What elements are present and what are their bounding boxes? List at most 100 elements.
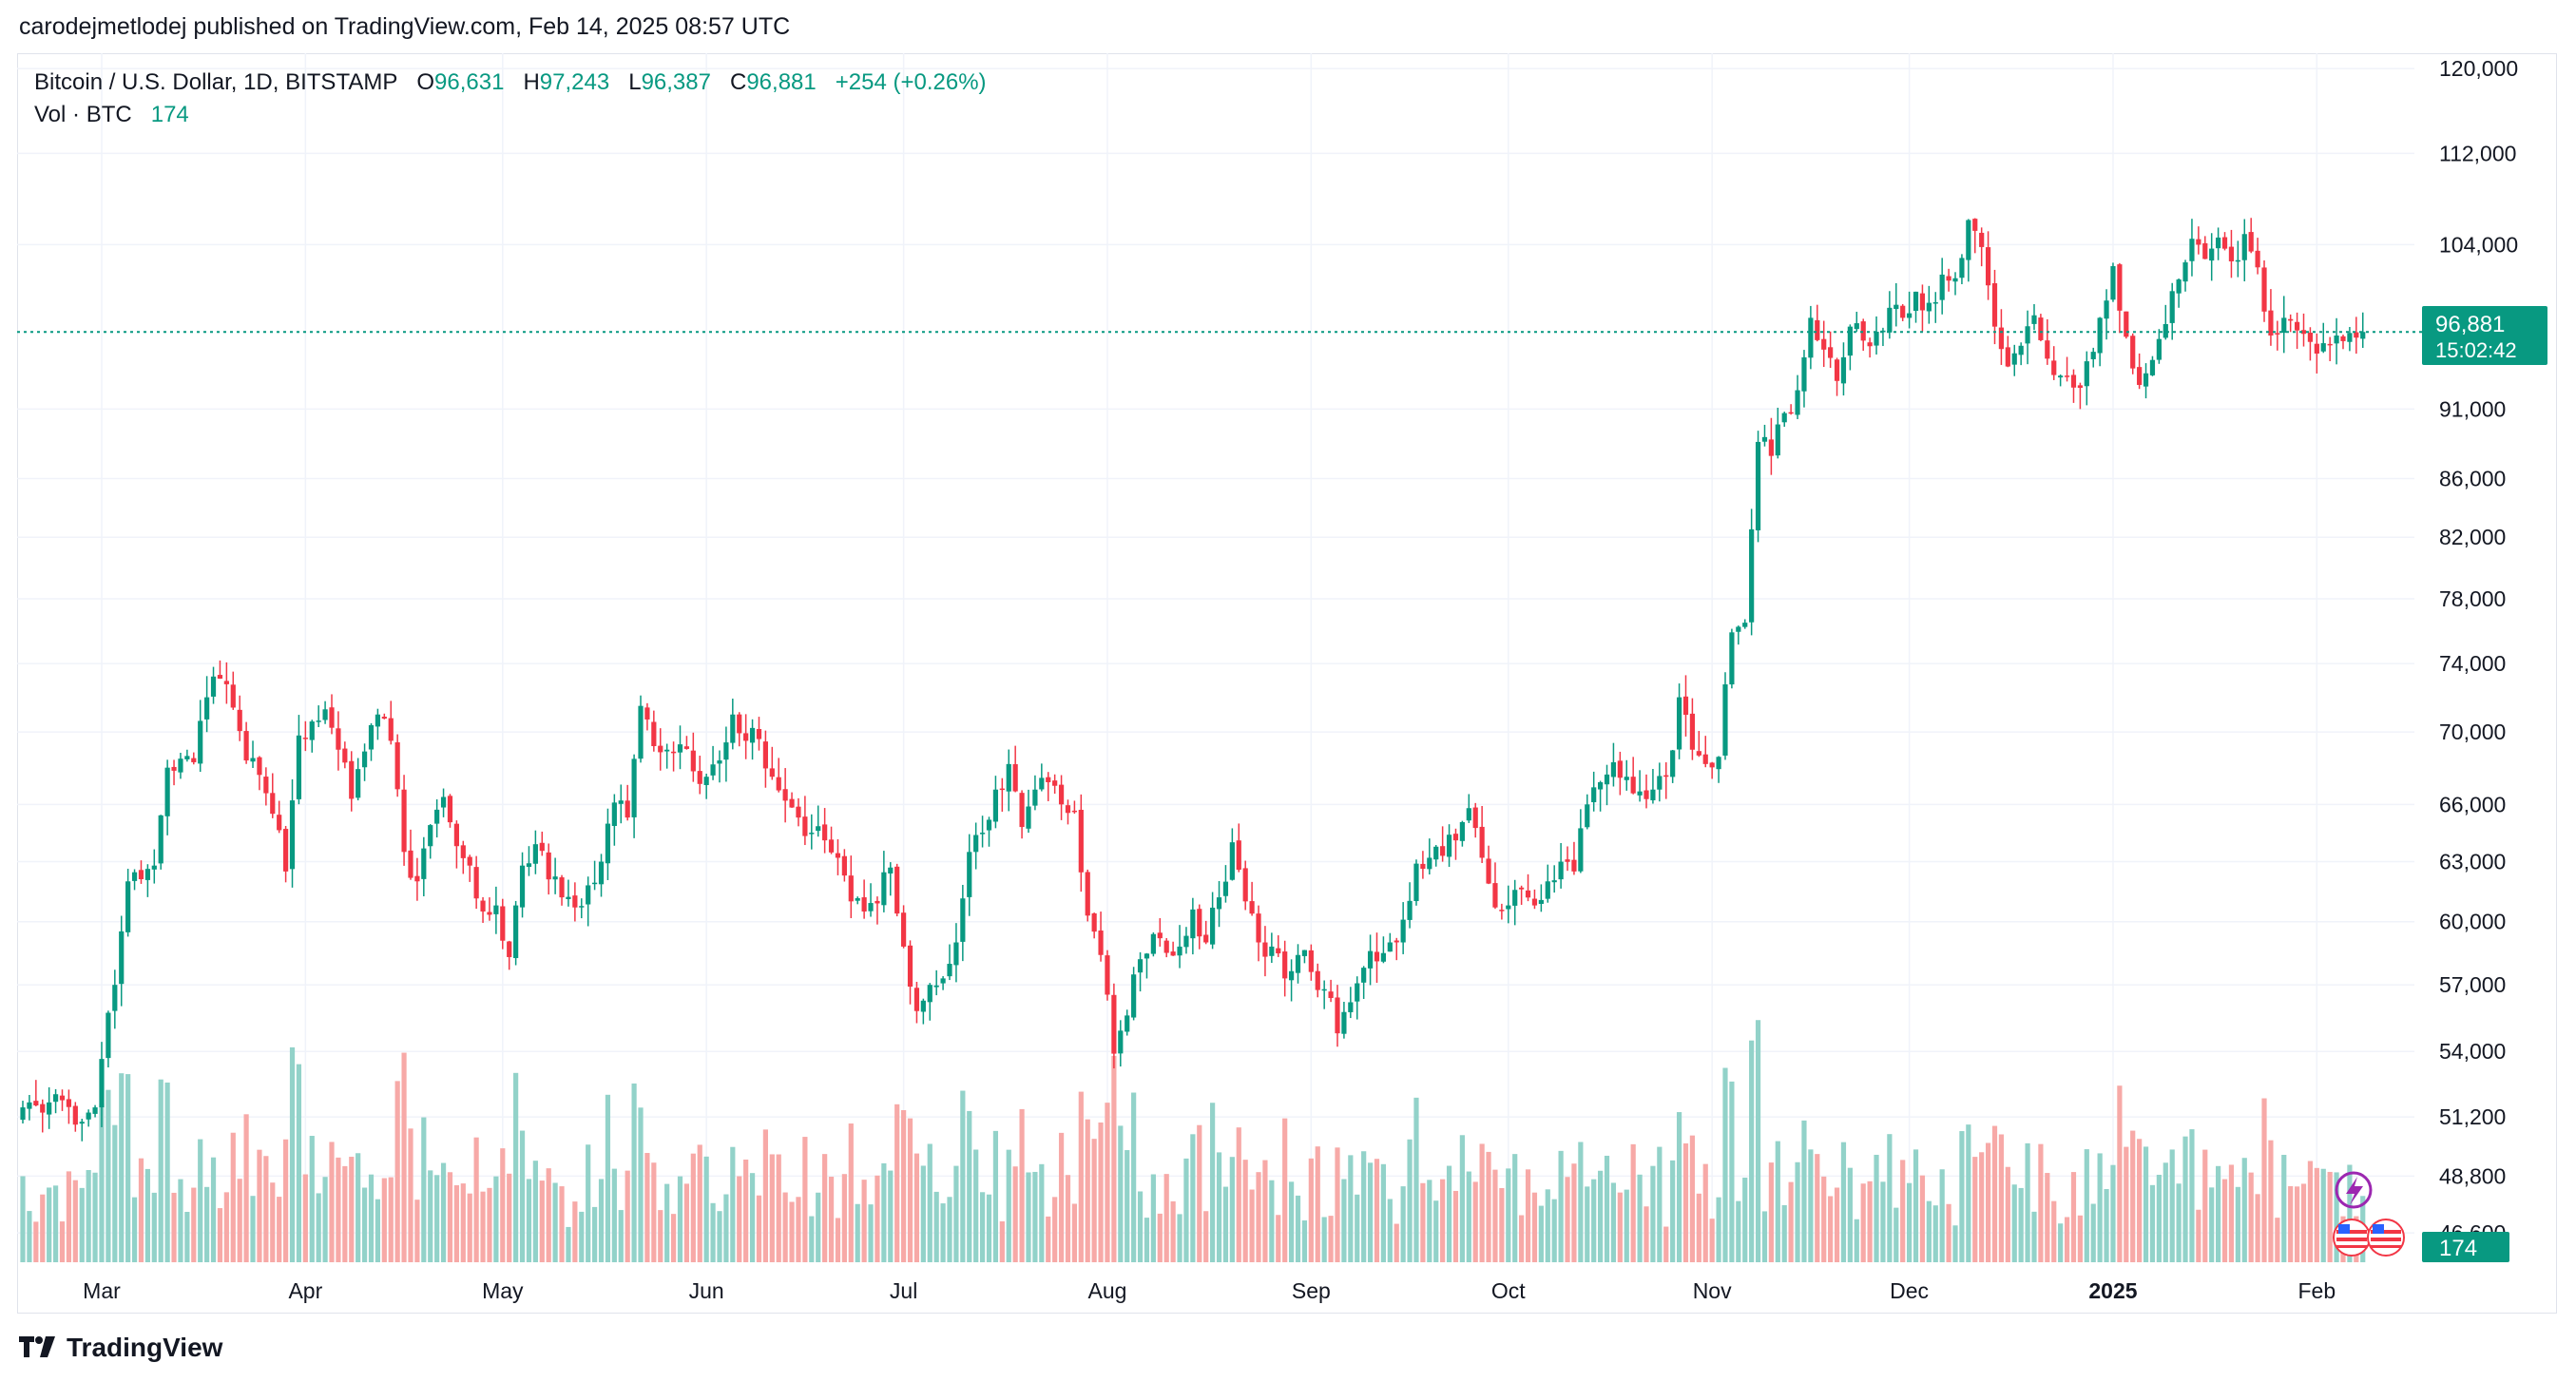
candle-body xyxy=(368,724,375,750)
volume-bar xyxy=(1736,1200,1741,1262)
volume-bar xyxy=(20,1176,26,1262)
volume-bar xyxy=(888,1170,894,1262)
candle-body xyxy=(1361,968,1367,983)
volume-bar xyxy=(1262,1160,1268,1262)
candle-body xyxy=(1551,880,1557,883)
volume-bar xyxy=(460,1183,466,1262)
candle-body xyxy=(1301,950,1308,956)
volume-bar xyxy=(79,1187,85,1262)
volume-bar xyxy=(2038,1143,2044,1262)
volume-bar xyxy=(1407,1139,1413,1262)
candle-body xyxy=(828,839,835,853)
candle-body xyxy=(1775,424,1780,456)
volume-bar xyxy=(381,1178,387,1262)
candle-body xyxy=(855,897,860,901)
volume-bar xyxy=(1420,1182,1426,1262)
volume-bar xyxy=(841,1174,847,1262)
candlesticks xyxy=(20,218,2366,1142)
volume-bar xyxy=(480,1191,486,1262)
volume-bar xyxy=(493,1176,499,1262)
us-flag-event-icon[interactable] xyxy=(2333,1219,2371,1257)
legend-ohlc-row: Bitcoin / U.S. Dollar, 1D, BITSTAMP O96,… xyxy=(34,67,987,99)
candle-body xyxy=(1591,787,1597,803)
volume-bar xyxy=(66,1171,72,1262)
price-tick-label: 86,000 xyxy=(2439,467,2506,491)
candle-body xyxy=(52,1094,59,1103)
volume-bar xyxy=(1801,1120,1807,1262)
legend-volume-label[interactable]: Vol · BTC xyxy=(34,102,132,127)
candle-body xyxy=(381,717,387,720)
volume-bar xyxy=(1203,1211,1209,1262)
volume-bar xyxy=(1788,1181,1794,1262)
candle-body xyxy=(250,758,256,762)
volume-bar xyxy=(1761,1211,1768,1262)
us-flag-event-icon-2[interactable] xyxy=(2367,1219,2405,1257)
price-tick-label: 82,000 xyxy=(2439,525,2506,549)
candle-body xyxy=(1755,441,1761,530)
legend-open: 96,631 xyxy=(434,69,505,95)
time-axis[interactable]: Mar Apr May Jun Jul Aug Sep Oct Nov Dec 2025 Feb xyxy=(83,1278,2336,1303)
candle-body xyxy=(1295,954,1301,973)
candle-body xyxy=(690,750,696,772)
candle-body xyxy=(822,824,828,841)
volume-bar xyxy=(979,1192,986,1262)
candle-body xyxy=(237,709,242,732)
candle-body xyxy=(1183,935,1189,948)
candle-body xyxy=(913,988,920,1011)
volume-bar xyxy=(2268,1140,2274,1262)
volume-bar xyxy=(2130,1130,2136,1262)
price-tick-label: 51,200 xyxy=(2439,1104,2506,1129)
candle-body xyxy=(1367,950,1374,969)
volume-bar xyxy=(933,1191,939,1262)
candle-body xyxy=(611,802,617,826)
price-axis[interactable]: 120,000 112,000 104,000 91,000 86,000 82,000 7… xyxy=(2439,56,2518,1245)
volume-bar xyxy=(868,1204,874,1262)
volume-bar xyxy=(92,1172,98,1262)
volume-bar xyxy=(1446,1165,1452,1262)
volume-bar xyxy=(408,1128,413,1262)
candle-body xyxy=(1440,846,1446,856)
volume-bar xyxy=(828,1177,835,1262)
volume-bar xyxy=(835,1218,841,1262)
candle-body xyxy=(782,789,788,801)
volume-bar xyxy=(638,1107,644,1262)
volume-bar xyxy=(723,1194,729,1262)
volume-bar xyxy=(1682,1142,1689,1262)
volume-bar xyxy=(1702,1163,1708,1262)
volume-bar xyxy=(1295,1195,1301,1262)
candle-body xyxy=(447,796,453,823)
events-lightning-icon[interactable] xyxy=(2335,1171,2373,1209)
volume-bar xyxy=(1900,1160,1906,1262)
volume-bar xyxy=(52,1185,59,1262)
candle-body xyxy=(2169,291,2175,323)
volume-bar xyxy=(1012,1166,1018,1262)
candle-body xyxy=(2268,310,2274,336)
volume-bar xyxy=(519,1130,526,1262)
candle-body xyxy=(1459,821,1465,841)
volume-bar xyxy=(47,1187,52,1262)
candle-body xyxy=(289,800,296,870)
candle-body xyxy=(342,748,348,763)
candle-body xyxy=(1157,932,1163,939)
candle-body xyxy=(868,903,874,912)
candle-body xyxy=(1071,810,1077,813)
volume-bar xyxy=(1229,1157,1235,1262)
candle-body xyxy=(1394,940,1399,943)
candle-body xyxy=(388,718,394,741)
volume-bar xyxy=(1400,1186,1406,1262)
chart-frame[interactable] xyxy=(17,53,2557,1314)
volume-bar xyxy=(1328,1216,1334,1262)
candle-body xyxy=(730,714,736,743)
candle-body xyxy=(1795,390,1800,415)
volume-bar xyxy=(1210,1103,1216,1262)
candle-body xyxy=(927,985,932,1003)
candle-body xyxy=(2314,343,2319,354)
candle-body xyxy=(723,742,729,760)
volume-bar xyxy=(2294,1186,2300,1262)
legend-symbol[interactable]: Bitcoin / U.S. Dollar, 1D, BITSTAMP xyxy=(34,69,398,95)
tradingview-logo[interactable]: TradingView xyxy=(19,1331,222,1365)
volume-bar xyxy=(119,1073,125,1262)
volume-bar xyxy=(2221,1179,2228,1262)
volume-bar xyxy=(2261,1098,2267,1262)
